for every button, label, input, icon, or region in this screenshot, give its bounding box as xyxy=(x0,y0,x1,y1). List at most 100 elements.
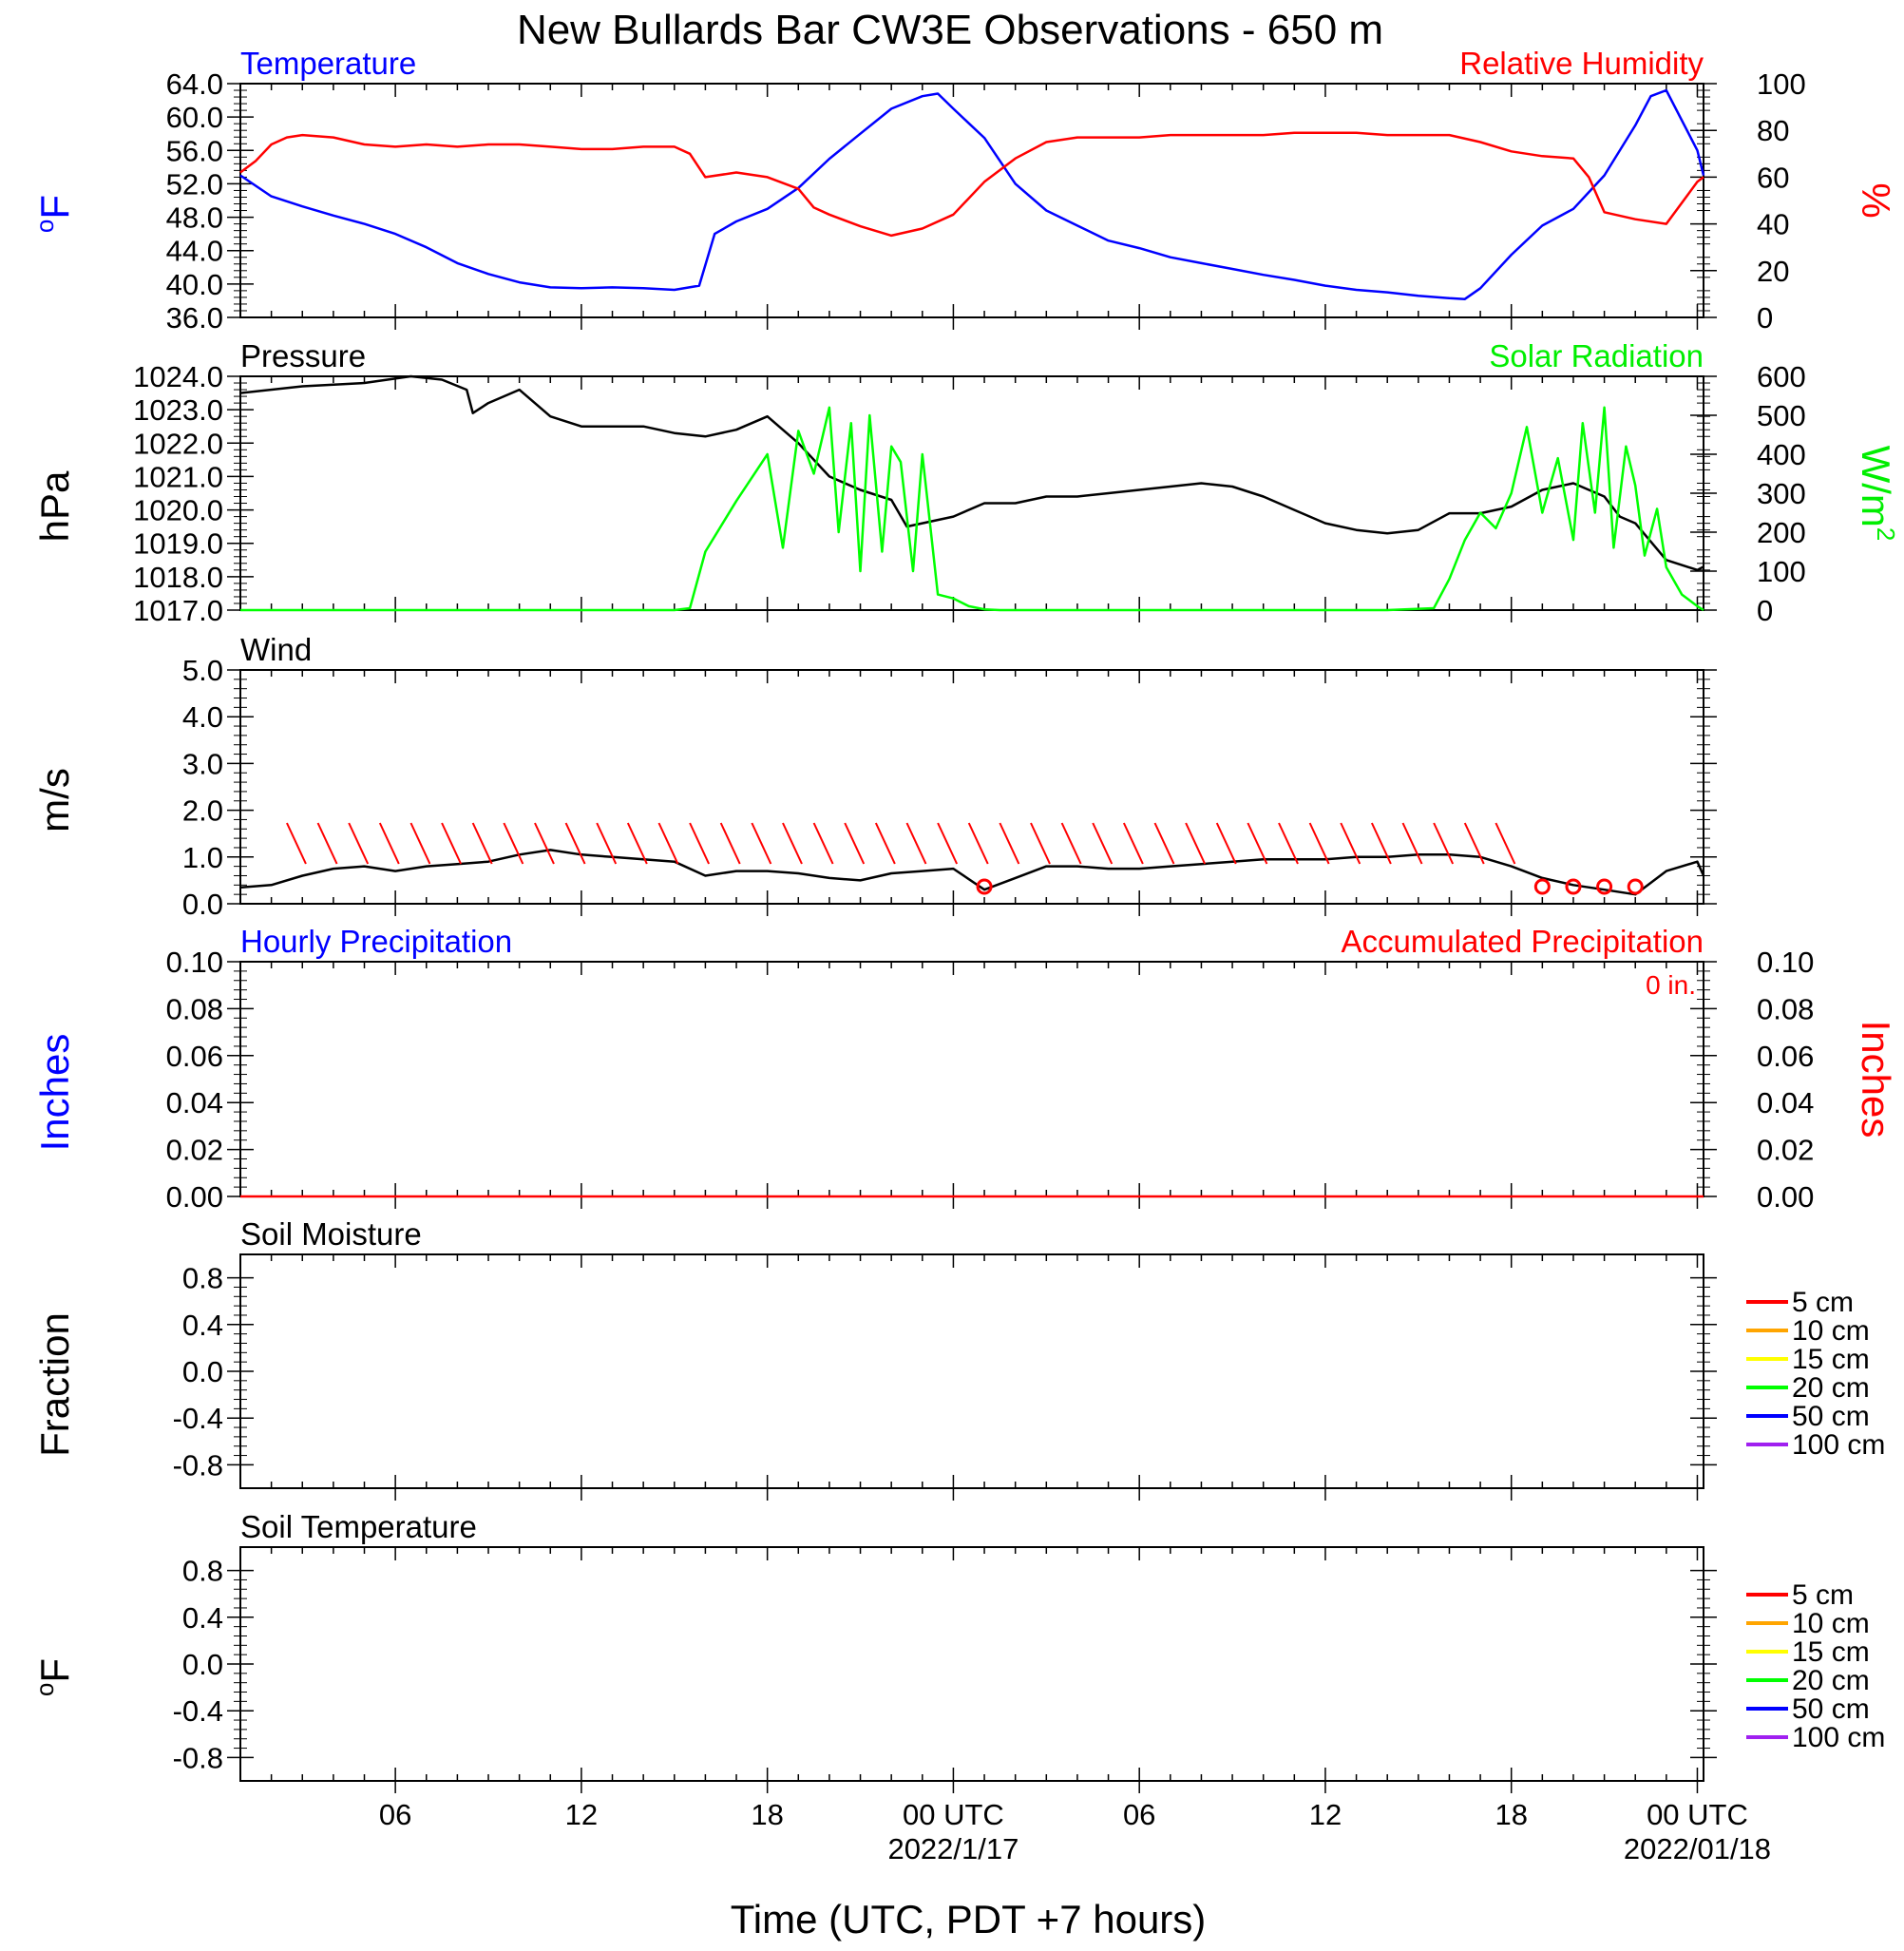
wind-barb xyxy=(874,822,896,865)
y-tick-label: 0.4 xyxy=(182,1309,223,1342)
legend-label: 10 cm xyxy=(1792,1608,1870,1639)
legend-label: 20 cm xyxy=(1792,1372,1870,1404)
wind-barb xyxy=(1308,822,1330,865)
wind-barb xyxy=(999,822,1020,865)
y-tick-label: 1021.0 xyxy=(133,460,223,493)
y-tick-label: 60.0 xyxy=(166,101,223,134)
calm-wind-marker xyxy=(976,878,993,895)
x-date-label: 2022/1/17 xyxy=(887,1832,1019,1865)
wind-barb xyxy=(1247,822,1268,865)
legend-label: 100 cm xyxy=(1792,1722,1885,1753)
y-tick-label: 0.00 xyxy=(166,1180,223,1214)
legend-label: 5 cm xyxy=(1792,1287,1854,1318)
wind-barb xyxy=(286,822,307,865)
legend-label: 5 cm xyxy=(1792,1579,1854,1611)
y-right-tick-label: 400 xyxy=(1757,438,1806,471)
panel-left-label: Soil Temperature xyxy=(240,1509,477,1544)
wind-barb xyxy=(409,822,431,865)
y-axis-unit-text: hPa xyxy=(32,470,77,542)
wind-barb xyxy=(905,822,927,865)
y-axis-unit-letter: F xyxy=(32,195,77,220)
series-line-1 xyxy=(239,131,1704,238)
y-right-axis-unit-text: % xyxy=(1854,182,1898,218)
y-tick-label: 1023.0 xyxy=(133,393,223,427)
y-tick-label: 0.06 xyxy=(166,1040,223,1073)
y-axis-unit-degree: o xyxy=(30,220,59,233)
wind-barb xyxy=(471,822,493,865)
y-tick-label: 1020.0 xyxy=(133,494,223,527)
y-tick-label: 0.0 xyxy=(182,1355,223,1388)
panel-1: 1024.01023.01022.01021.01020.01019.01018… xyxy=(32,338,1900,627)
panel-left-label: Soil Moisture xyxy=(240,1216,422,1252)
y-tick-label: 0.8 xyxy=(182,1262,223,1295)
wind-barb xyxy=(967,822,989,865)
wind-barb xyxy=(1122,822,1144,865)
y-right-tick-label: 100 xyxy=(1757,67,1806,101)
wind-barb xyxy=(657,822,679,865)
wind-barb xyxy=(596,822,618,865)
wind-barb xyxy=(564,822,586,865)
calm-wind-marker xyxy=(1596,878,1613,895)
calm-wind-marker xyxy=(1533,878,1551,895)
panel-frame xyxy=(239,83,1704,318)
y-right-tick-label: 600 xyxy=(1757,360,1806,393)
calm-wind-marker xyxy=(1565,878,1582,895)
y-right-tick-label: 500 xyxy=(1757,399,1806,432)
legend-label: 50 cm xyxy=(1792,1401,1870,1432)
y-right-tick-label: 0.02 xyxy=(1757,1134,1814,1167)
panel-left-label: Hourly Precipitation xyxy=(240,924,512,959)
y-axis-unit: Inches xyxy=(32,1034,77,1152)
x-tick-label: 12 xyxy=(1309,1798,1342,1831)
panel-left-label: Wind xyxy=(240,632,312,667)
y-axis-unit-text: Fraction xyxy=(32,1312,77,1457)
y-tick-label: -0.4 xyxy=(173,1694,223,1728)
y-tick-label: 0.08 xyxy=(166,992,223,1025)
panel-right-label: Relative Humidity xyxy=(1459,46,1704,81)
wind-barb xyxy=(1433,822,1455,865)
y-tick-label: 0.04 xyxy=(166,1086,223,1119)
calm-wind-marker xyxy=(1627,878,1644,895)
y-tick-label: 1.0 xyxy=(182,841,223,874)
y-tick-label: 0.8 xyxy=(182,1555,223,1588)
y-tick-label: 0.02 xyxy=(166,1134,223,1167)
x-tick-label: 18 xyxy=(751,1798,783,1831)
y-right-tick-label: 0 xyxy=(1757,594,1773,627)
y-right-tick-label: 0.10 xyxy=(1757,946,1814,979)
y-tick-label: 64.0 xyxy=(166,67,223,101)
y-tick-label: 56.0 xyxy=(166,134,223,167)
x-date-label: 2022/01/18 xyxy=(1624,1832,1771,1865)
panel-left-label: Temperature xyxy=(240,46,416,81)
panel-3: 0.10 0.08 0.06 0.04 0.02 0.00 0.10 0.08 0.06 0.04… xyxy=(32,924,1898,1214)
x-tick-label: 06 xyxy=(1123,1798,1155,1831)
wind-barb xyxy=(1030,822,1051,865)
panel-frame xyxy=(239,375,1704,611)
y-axis-unit: oF xyxy=(30,195,77,233)
chart-title: New Bullards Bar CW3E Observations - 650… xyxy=(517,7,1383,53)
panel-right-label: Accumulated Precipitation xyxy=(1341,924,1704,959)
y-right-axis-unit: Inches xyxy=(1854,1021,1898,1138)
panel-frame xyxy=(239,1253,1704,1489)
y-tick-label: 5.0 xyxy=(182,654,223,687)
wind-barb xyxy=(1401,822,1423,865)
panel-left-label: Pressure xyxy=(240,338,366,373)
wind-barb xyxy=(316,822,338,865)
legend-label: 50 cm xyxy=(1792,1693,1870,1725)
y-tick-label: 4.0 xyxy=(182,700,223,734)
panel-right-label: Solar Radiation xyxy=(1489,338,1704,373)
wind-barb xyxy=(937,822,959,865)
wind-barb xyxy=(626,822,648,865)
wind-barb xyxy=(751,822,772,865)
wind-barb xyxy=(1463,822,1485,865)
y-tick-label: 0.0 xyxy=(182,888,223,921)
y-axis-unit: Fraction xyxy=(32,1312,77,1457)
legend-label: 20 cm xyxy=(1792,1665,1870,1696)
wind-barb xyxy=(1370,822,1392,865)
y-tick-label: 36.0 xyxy=(166,301,223,335)
panel-4: 0.8 0.4 0.0 -0.4 -0.8 Soil Moisture Fraction 5 … xyxy=(32,1216,1885,1501)
wind-barb xyxy=(689,822,710,865)
y-tick-label: 0.4 xyxy=(182,1601,223,1635)
wind-barb xyxy=(1092,822,1114,865)
y-tick-label: 44.0 xyxy=(166,235,223,268)
y-axis-unit-text: Inches xyxy=(32,1034,77,1152)
